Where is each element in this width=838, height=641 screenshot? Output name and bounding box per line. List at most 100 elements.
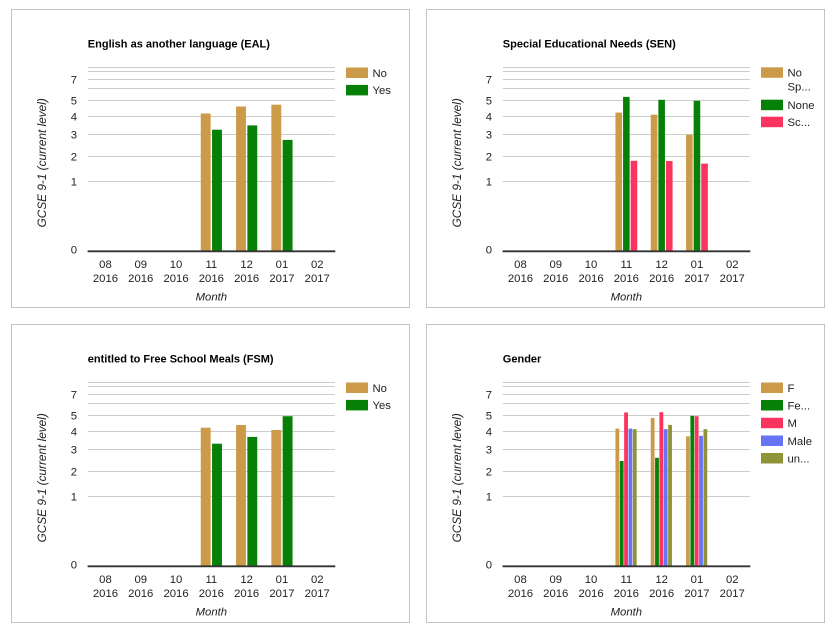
svg-text:3: 3 bbox=[71, 130, 77, 142]
svg-text:0: 0 bbox=[71, 245, 77, 257]
svg-text:01: 01 bbox=[276, 574, 289, 586]
svg-text:2: 2 bbox=[71, 467, 77, 479]
svg-text:2016: 2016 bbox=[508, 273, 533, 285]
svg-text:No: No bbox=[373, 68, 387, 80]
svg-text:2016: 2016 bbox=[163, 273, 188, 285]
svg-text:10: 10 bbox=[170, 574, 183, 586]
svg-text:2017: 2017 bbox=[720, 588, 745, 600]
svg-text:2017: 2017 bbox=[305, 588, 330, 600]
svg-text:No: No bbox=[788, 68, 802, 80]
svg-text:F: F bbox=[788, 383, 795, 395]
svg-text:2016: 2016 bbox=[128, 588, 153, 600]
svg-text:2016: 2016 bbox=[614, 273, 639, 285]
svg-text:Gender: Gender bbox=[503, 353, 542, 365]
svg-text:11: 11 bbox=[620, 259, 632, 271]
svg-text:1: 1 bbox=[486, 492, 492, 504]
svg-text:5: 5 bbox=[486, 96, 492, 108]
svg-text:1: 1 bbox=[71, 492, 77, 504]
svg-text:5: 5 bbox=[71, 411, 77, 423]
svg-text:7: 7 bbox=[486, 390, 492, 402]
svg-text:2: 2 bbox=[71, 152, 77, 164]
svg-text:English as another language (E: English as another language (EAL) bbox=[88, 38, 270, 50]
svg-text:entitled to Free School Meals: entitled to Free School Meals (FSM) bbox=[88, 353, 274, 365]
svg-text:5: 5 bbox=[486, 411, 492, 423]
svg-text:2017: 2017 bbox=[269, 588, 294, 600]
svg-text:2016: 2016 bbox=[128, 273, 153, 285]
svg-text:2017: 2017 bbox=[684, 588, 709, 600]
svg-text:09: 09 bbox=[549, 259, 562, 271]
svg-text:2016: 2016 bbox=[93, 273, 118, 285]
svg-text:Month: Month bbox=[196, 607, 227, 619]
svg-text:2017: 2017 bbox=[269, 273, 294, 285]
svg-text:01: 01 bbox=[276, 259, 289, 271]
svg-text:12: 12 bbox=[655, 259, 668, 271]
svg-text:02: 02 bbox=[726, 574, 739, 586]
svg-text:09: 09 bbox=[134, 259, 147, 271]
svg-text:2016: 2016 bbox=[649, 588, 674, 600]
svg-text:09: 09 bbox=[134, 574, 147, 586]
svg-text:02: 02 bbox=[311, 259, 324, 271]
svg-text:4: 4 bbox=[71, 427, 77, 439]
svg-text:2016: 2016 bbox=[543, 588, 568, 600]
svg-text:7: 7 bbox=[71, 390, 77, 402]
svg-text:Sc...: Sc... bbox=[788, 117, 811, 129]
svg-text:01: 01 bbox=[691, 259, 704, 271]
svg-text:11: 11 bbox=[620, 574, 632, 586]
svg-text:2016: 2016 bbox=[649, 273, 674, 285]
svg-text:2: 2 bbox=[486, 467, 492, 479]
svg-text:4: 4 bbox=[486, 427, 492, 439]
svg-text:Yes: Yes bbox=[373, 400, 392, 412]
svg-text:2016: 2016 bbox=[234, 588, 259, 600]
svg-text:2016: 2016 bbox=[543, 273, 568, 285]
svg-text:Month: Month bbox=[611, 292, 642, 304]
svg-text:10: 10 bbox=[585, 574, 598, 586]
svg-text:M: M bbox=[788, 418, 797, 430]
svg-text:0: 0 bbox=[486, 245, 492, 257]
svg-text:5: 5 bbox=[71, 96, 77, 108]
svg-text:None: None bbox=[788, 100, 815, 112]
svg-text:09: 09 bbox=[549, 574, 562, 586]
svg-text:Sp...: Sp... bbox=[788, 82, 811, 94]
svg-text:08: 08 bbox=[99, 259, 112, 271]
svg-text:2016: 2016 bbox=[508, 588, 533, 600]
svg-text:1: 1 bbox=[71, 177, 77, 189]
svg-text:Male: Male bbox=[788, 436, 813, 448]
svg-text:12: 12 bbox=[240, 259, 253, 271]
svg-text:10: 10 bbox=[170, 259, 183, 271]
svg-text:Yes: Yes bbox=[373, 85, 392, 97]
svg-text:2016: 2016 bbox=[199, 273, 224, 285]
svg-text:2016: 2016 bbox=[163, 588, 188, 600]
svg-text:08: 08 bbox=[99, 574, 112, 586]
svg-text:GCSE 9-1 (current level): GCSE 9-1 (current level) bbox=[450, 98, 464, 227]
svg-text:08: 08 bbox=[514, 574, 527, 586]
svg-text:0: 0 bbox=[71, 560, 77, 572]
svg-text:No: No bbox=[373, 383, 387, 395]
svg-text:Fe...: Fe... bbox=[788, 400, 811, 412]
svg-text:un...: un... bbox=[788, 453, 810, 465]
svg-text:2016: 2016 bbox=[93, 588, 118, 600]
svg-text:7: 7 bbox=[486, 75, 492, 87]
svg-text:2016: 2016 bbox=[234, 273, 259, 285]
svg-text:02: 02 bbox=[311, 574, 324, 586]
svg-text:2016: 2016 bbox=[578, 273, 603, 285]
svg-text:08: 08 bbox=[514, 259, 527, 271]
svg-text:2016: 2016 bbox=[578, 588, 603, 600]
svg-text:GCSE 9-1 (current level): GCSE 9-1 (current level) bbox=[35, 413, 49, 542]
svg-text:GCSE 9-1 (current level): GCSE 9-1 (current level) bbox=[450, 413, 464, 542]
svg-text:GCSE 9-1 (current level): GCSE 9-1 (current level) bbox=[35, 98, 49, 227]
svg-text:4: 4 bbox=[71, 112, 77, 124]
svg-text:02: 02 bbox=[726, 259, 739, 271]
svg-text:2: 2 bbox=[486, 152, 492, 164]
svg-text:3: 3 bbox=[486, 445, 492, 457]
svg-text:0: 0 bbox=[486, 560, 492, 572]
svg-text:1: 1 bbox=[486, 177, 492, 189]
svg-text:11: 11 bbox=[205, 259, 217, 271]
svg-text:11: 11 bbox=[205, 574, 217, 586]
svg-text:Month: Month bbox=[196, 292, 227, 304]
svg-text:01: 01 bbox=[691, 574, 704, 586]
svg-text:Month: Month bbox=[611, 607, 642, 619]
svg-text:3: 3 bbox=[486, 130, 492, 142]
svg-text:2016: 2016 bbox=[199, 588, 224, 600]
svg-text:12: 12 bbox=[240, 574, 253, 586]
svg-text:2017: 2017 bbox=[720, 273, 745, 285]
